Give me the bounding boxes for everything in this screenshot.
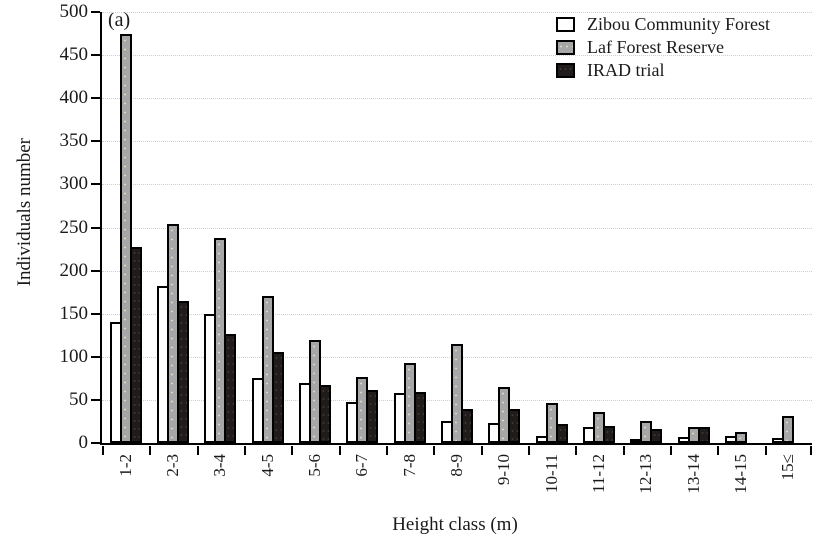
gridline	[102, 12, 812, 13]
x-tick-label: 4-5	[258, 454, 277, 477]
y-tick-label: 350	[59, 130, 89, 152]
legend-item: IRAD trial	[556, 59, 770, 81]
gridline	[102, 227, 812, 229]
y-axis-title: Individuals number	[14, 138, 35, 287]
y-tick-label: 400	[59, 87, 89, 109]
y-tick-label: 50	[69, 388, 88, 410]
bar-gray	[735, 432, 747, 443]
x-tick	[339, 446, 341, 455]
bar-dark	[177, 301, 189, 443]
y-tick	[91, 97, 100, 100]
y-tick-label: 250	[59, 216, 89, 238]
y-tick	[91, 226, 100, 229]
x-tick	[528, 446, 530, 455]
x-tick	[481, 446, 483, 455]
bar-dark	[272, 352, 284, 443]
x-tick	[244, 446, 246, 455]
y-tick	[91, 269, 100, 272]
x-tick-label: 11-12	[589, 454, 608, 494]
legend-swatch-icon	[556, 39, 575, 55]
plot-area: (a) 0 50 100 150 200 250 300 350 400 450 500 1-2 2-3…	[60, 2, 812, 494]
bar-dark	[130, 247, 142, 443]
legend-item: Zibou Community Forest	[556, 13, 770, 35]
bar-dark	[650, 429, 662, 443]
gridline	[102, 98, 812, 100]
bar-gray	[120, 34, 132, 443]
x-tick	[433, 446, 435, 455]
x-tick-label: 2-3	[163, 454, 182, 477]
bar-dark	[698, 427, 710, 443]
bar-gray	[546, 403, 558, 443]
legend-label: Zibou Community Forest	[587, 14, 771, 34]
legend: Zibou Community Forest Laf Forest Reserve…	[556, 13, 770, 82]
x-tick	[102, 446, 104, 455]
x-tick	[765, 446, 767, 455]
bar-dark	[414, 392, 426, 443]
y-tick-label: 500	[59, 1, 89, 22]
legend-item: Laf Forest Reserve	[556, 36, 770, 58]
legend-swatch-icon	[556, 62, 575, 78]
legend-label: IRAD trial	[587, 60, 665, 80]
y-tick-label: 100	[59, 345, 89, 367]
bar-gray	[782, 416, 794, 443]
x-tick-label: 6-7	[352, 454, 371, 477]
gridline	[102, 55, 812, 57]
y-tick-label: 150	[59, 302, 89, 324]
bar-dark	[366, 390, 378, 443]
y-tick	[91, 312, 100, 315]
legend-label: Laf Forest Reserve	[587, 37, 724, 57]
gridline	[102, 141, 812, 143]
x-tick	[810, 446, 812, 455]
x-tick	[291, 446, 293, 455]
x-tick-label: 14-15	[731, 454, 750, 494]
x-tick	[149, 446, 151, 455]
bar-dark	[508, 409, 520, 443]
y-tick	[91, 398, 100, 401]
x-tick-label: 12-13	[636, 454, 655, 494]
gridline	[102, 270, 812, 272]
x-tick-label: 1-2	[116, 454, 135, 477]
y-tick	[91, 54, 100, 57]
x-tick-label: 7-8	[400, 454, 419, 477]
x-tick-label: 15≤	[778, 454, 797, 481]
x-tick-label: 5-6	[305, 454, 324, 477]
x-tick-label: 9-10	[494, 454, 513, 486]
y-tick	[91, 442, 100, 444]
x-tick	[575, 446, 577, 455]
x-tick-label: 10-11	[542, 454, 561, 494]
x-tick-label: 3-4	[210, 454, 229, 477]
y-tick	[91, 11, 100, 13]
x-tick	[623, 446, 625, 455]
y-tick-label: 300	[59, 173, 89, 195]
bar-gray	[451, 344, 463, 443]
panel-label: (a)	[108, 9, 131, 31]
y-tick	[91, 355, 100, 358]
x-tick-label: 13-14	[684, 454, 703, 494]
x-tick-label: 8-9	[447, 454, 466, 477]
y-tick-label: 200	[59, 259, 89, 281]
x-tick	[197, 446, 199, 455]
bar-dark	[461, 409, 473, 443]
bar-gray	[309, 340, 321, 443]
bar-dark	[224, 334, 236, 443]
bar-dark	[603, 426, 615, 443]
gridline	[102, 313, 812, 315]
x-tick	[386, 446, 388, 455]
gridline	[102, 184, 812, 186]
y-tick	[91, 140, 100, 143]
x-tick	[670, 446, 672, 455]
bar-dark	[319, 385, 331, 443]
y-tick	[91, 183, 100, 186]
y-tick-label: 450	[59, 44, 89, 66]
legend-swatch-icon	[556, 16, 575, 32]
bar-gray	[640, 421, 652, 443]
bar-dark	[556, 424, 568, 443]
x-axis-title: Height class (m)	[392, 514, 518, 535]
y-tick-label: 0	[78, 432, 89, 453]
x-tick	[717, 446, 719, 455]
